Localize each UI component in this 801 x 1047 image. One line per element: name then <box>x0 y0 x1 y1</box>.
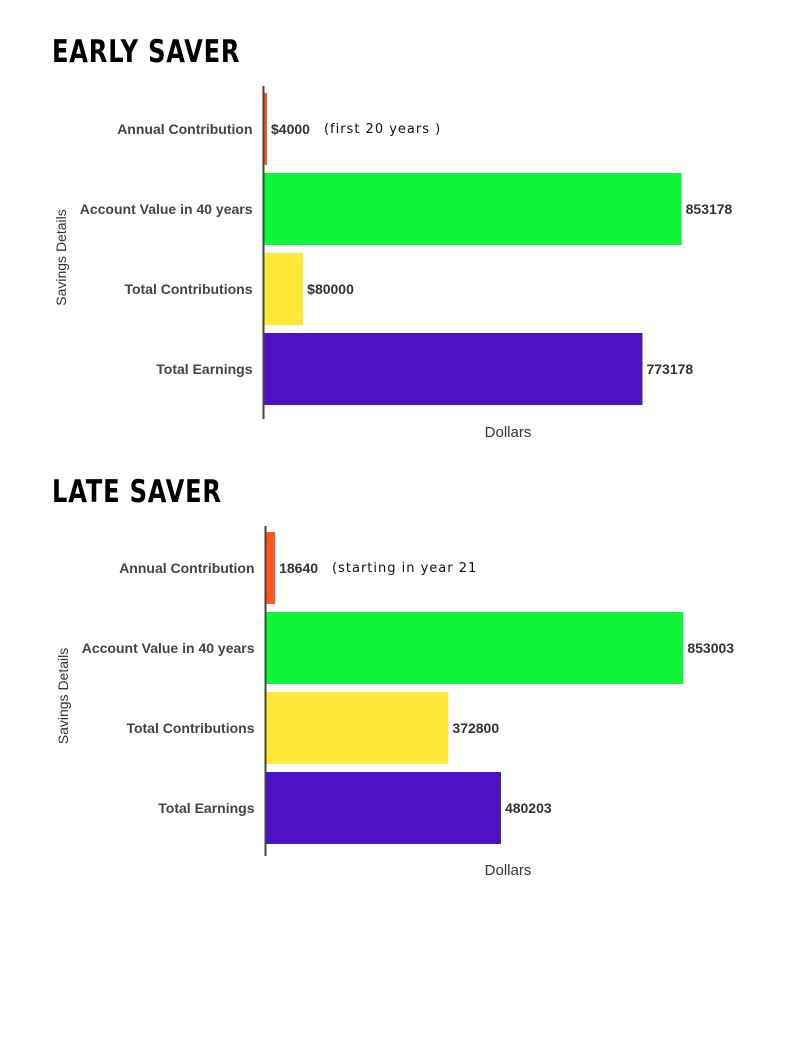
x-axis-title: Dollars <box>485 862 532 879</box>
value-label: $4000 <box>271 121 310 137</box>
value-label: 853178 <box>686 201 733 217</box>
category-label: Total Contributions <box>124 281 252 297</box>
annotation-label: (first 20 years ) <box>324 122 441 137</box>
category-label: Annual Contribution <box>119 560 254 576</box>
y-axis-title: Savings Details <box>55 648 71 745</box>
chart-title: EARLY SAVER <box>52 34 241 70</box>
chart-title: LATE SAVER <box>52 474 222 510</box>
x-axis-title: Dollars <box>485 424 532 441</box>
category-label: Total Earnings <box>158 800 254 816</box>
bar <box>266 692 449 764</box>
category-label: Annual Contribution <box>117 121 252 137</box>
value-label: 480203 <box>505 800 552 816</box>
value-label: 773178 <box>646 361 693 377</box>
annotation-label: (starting in year 21 <box>332 561 477 576</box>
bar <box>264 93 267 165</box>
value-label: 853003 <box>687 640 734 656</box>
bar <box>264 253 304 325</box>
value-label: 18640 <box>279 560 318 576</box>
category-label: Account Value in 40 years <box>82 640 255 656</box>
category-label: Total Earnings <box>156 361 252 377</box>
value-label: $80000 <box>307 281 354 297</box>
early-saver-chart: Annual Contribution $4000 (first 20 years … <box>53 86 733 441</box>
bar <box>266 532 276 604</box>
bar <box>266 612 684 684</box>
early-saver-panel: EARLY SAVER Annual Contribution $4000 (fir… <box>0 28 801 448</box>
category-label: Total Contributions <box>126 720 254 736</box>
bar <box>264 173 682 245</box>
category-label: Account Value in 40 years <box>80 201 253 217</box>
late-saver-chart: Annual Contribution 18640 (starting in yea… <box>55 526 734 879</box>
value-label: 372800 <box>452 720 499 736</box>
bar <box>266 772 501 844</box>
y-axis-title: Savings Details <box>53 209 69 306</box>
bar <box>264 333 643 405</box>
late-saver-panel: LATE SAVER Annual Contribution 18640 (star… <box>0 468 801 888</box>
